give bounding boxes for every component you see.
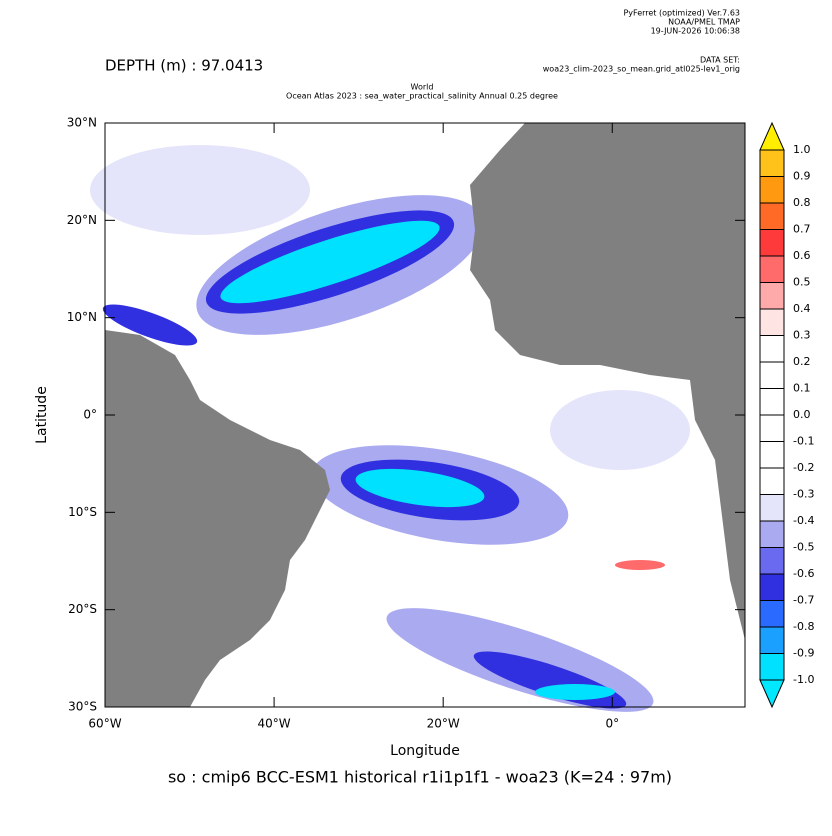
colorbar-label: 0.9 — [793, 170, 811, 183]
colorbar-label: -0.4 — [793, 514, 814, 527]
colorbar-bin — [759, 626, 785, 654]
colorbar-bin — [759, 547, 785, 575]
colorbar-label: -0.9 — [793, 647, 814, 660]
field-patch — [355, 468, 485, 508]
colorbar-bin — [759, 573, 785, 601]
colorbar-bin — [759, 388, 785, 416]
land — [105, 123, 745, 707]
y-tick-label: 30°S — [68, 700, 97, 714]
colorbar-label: -0.8 — [793, 620, 814, 633]
colorbar-label: -0.3 — [793, 488, 814, 501]
colorbar-label: -0.5 — [793, 541, 814, 554]
x-axis-label: Longitude — [390, 743, 460, 759]
colorbar-bin — [759, 520, 785, 548]
colorbar-bin — [759, 229, 785, 257]
y-tick-label: 10°S — [68, 505, 97, 519]
colorbar-label: -1.0 — [793, 673, 814, 686]
colorbar-label: -0.6 — [793, 567, 814, 580]
colorbar-label: 0.4 — [793, 302, 811, 315]
y-tick-label: 30°N — [67, 116, 97, 130]
dataset: woa23_clim-2023_so_mean.grid_atl025-lev1… — [543, 65, 740, 74]
colorbar-label: -0.1 — [793, 435, 814, 448]
caption: so : cmip6 BCC-ESM1 historical r1i1p1f1 … — [168, 768, 672, 787]
colorbar-label: -0.7 — [793, 594, 814, 607]
colorbar-bin — [759, 308, 785, 336]
header-line: PyFerret (optimized) Ver.7.63 — [623, 9, 740, 18]
field-patch — [90, 145, 310, 235]
x-tick-label: 60°W — [88, 717, 121, 731]
colorbar-bin — [759, 202, 785, 230]
depth: DEPTH (m) : 97.0413 — [105, 57, 263, 75]
colorbar-bin — [759, 441, 785, 469]
colorbar-arrow — [759, 679, 785, 709]
y-tick-label: 20°S — [68, 602, 97, 616]
field-patch — [220, 220, 440, 304]
colorbar-bin — [759, 176, 785, 204]
x-tick-label: 20°W — [427, 717, 460, 731]
y-tick-label: 10°N — [67, 310, 97, 324]
colorbar-bin — [759, 494, 785, 522]
dataset-label: DATA SET: — [700, 56, 740, 65]
colorbar-bin — [759, 414, 785, 442]
south-america — [105, 330, 330, 707]
field-patch — [535, 684, 615, 700]
colorbar-label: 0.7 — [793, 223, 811, 236]
x-tick-label: 40°W — [258, 717, 291, 731]
colorbar-bin — [759, 335, 785, 363]
colorbar-bin — [759, 467, 785, 495]
colorbar-bin — [759, 282, 785, 310]
y-tick-label: 20°N — [67, 213, 97, 227]
colorbar-bin — [759, 361, 785, 389]
field-patch — [550, 390, 690, 470]
field-patch — [102, 304, 198, 346]
colorbar-label: 0.8 — [793, 196, 811, 209]
colorbar-bin — [759, 600, 785, 628]
colorbar-bin — [759, 149, 785, 177]
colorbar-bin — [759, 255, 785, 283]
colorbar-label: 0.5 — [793, 276, 811, 289]
colorbar-label: 0.6 — [793, 249, 811, 262]
y-axis-label: Latitude — [34, 386, 50, 444]
title: World — [411, 83, 434, 92]
colorbar-label: -0.2 — [793, 461, 814, 474]
colorbar-bin — [759, 653, 785, 681]
x-tick-label: 0° — [605, 717, 619, 731]
header-line: NOAA/PMEL TMAP — [668, 18, 740, 27]
field-patch — [615, 560, 665, 570]
colorbar-label: 0.1 — [793, 382, 811, 395]
colorbar-arrow — [759, 121, 785, 151]
africa — [470, 123, 745, 640]
colorbar-label: 0.0 — [793, 408, 811, 421]
colorbar-label: 0.2 — [793, 355, 811, 368]
colorbar-label: 1.0 — [793, 143, 811, 156]
title: Ocean Atlas 2023 : sea_water_practical_s… — [286, 92, 558, 101]
header-line: 19-JUN-2026 10:06:38 — [651, 27, 740, 36]
salinity-field — [90, 145, 690, 712]
y-tick-label: 0° — [83, 408, 97, 422]
colorbar-label: 0.3 — [793, 329, 811, 342]
